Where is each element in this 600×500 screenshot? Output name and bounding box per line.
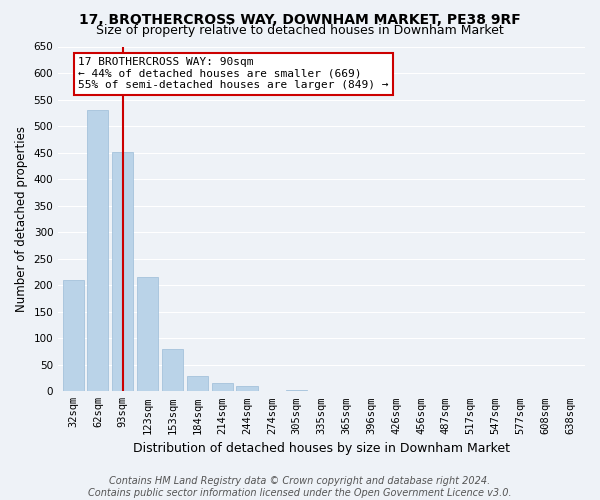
Text: Size of property relative to detached houses in Downham Market: Size of property relative to detached ho… <box>96 24 504 37</box>
Bar <box>88 110 109 392</box>
Bar <box>162 349 183 392</box>
Bar <box>435 391 457 392</box>
Bar <box>286 390 307 392</box>
Text: 17, BROTHERCROSS WAY, DOWNHAM MARKET, PE38 9RF: 17, BROTHERCROSS WAY, DOWNHAM MARKET, PE… <box>79 12 521 26</box>
Y-axis label: Number of detached properties: Number of detached properties <box>15 126 28 312</box>
Bar <box>112 152 133 392</box>
Bar <box>62 280 83 392</box>
Bar <box>187 376 208 392</box>
Text: 17 BROTHERCROSS WAY: 90sqm
← 44% of detached houses are smaller (669)
55% of sem: 17 BROTHERCROSS WAY: 90sqm ← 44% of deta… <box>78 57 389 90</box>
Bar <box>535 391 556 392</box>
Bar <box>212 384 233 392</box>
Bar <box>236 386 257 392</box>
X-axis label: Distribution of detached houses by size in Downham Market: Distribution of detached houses by size … <box>133 442 510 455</box>
Text: Contains HM Land Registry data © Crown copyright and database right 2024.
Contai: Contains HM Land Registry data © Crown c… <box>88 476 512 498</box>
Bar <box>137 278 158 392</box>
